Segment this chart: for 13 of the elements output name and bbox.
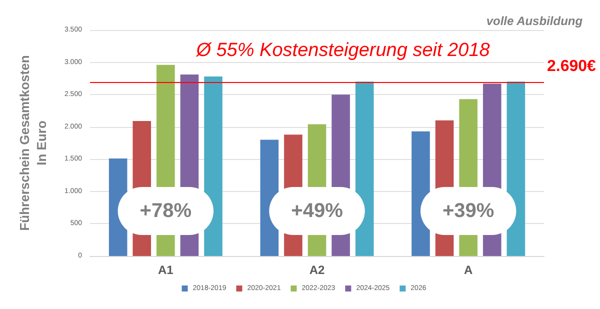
text: Ø 55% Kostensteigerung seit 2018 bbox=[195, 40, 490, 61]
chart-subtitle: volle Ausbildung bbox=[486, 14, 584, 28]
annotation: +78% bbox=[140, 200, 192, 222]
x-tick-label: A2 bbox=[309, 263, 325, 277]
ref-line-label: 2.690€ bbox=[547, 58, 596, 75]
y-axis-title: Führerschein Gesamtkosten In Euro bbox=[17, 55, 49, 231]
bar bbox=[355, 82, 374, 256]
bar bbox=[204, 76, 222, 256]
x-tick-label: A1 bbox=[158, 263, 174, 277]
bar bbox=[506, 82, 526, 256]
x-tick-label: A bbox=[464, 263, 473, 277]
annotation: +49% bbox=[291, 200, 344, 222]
annotation: +39% bbox=[442, 200, 494, 222]
